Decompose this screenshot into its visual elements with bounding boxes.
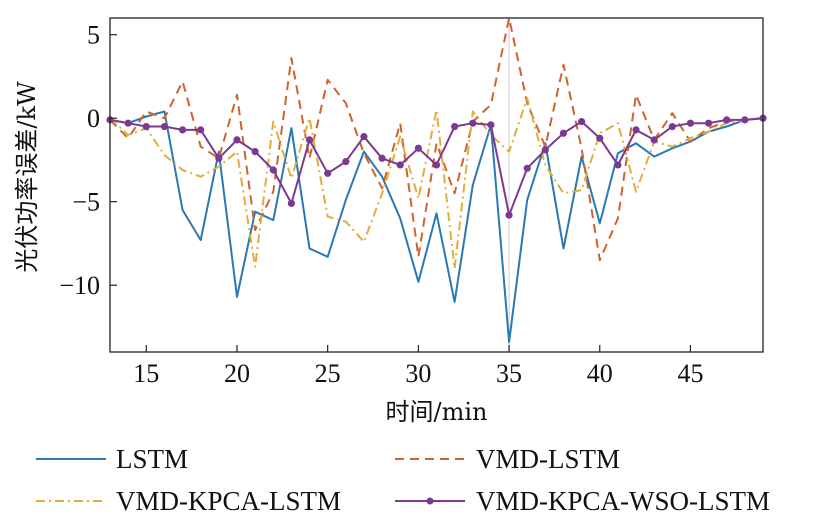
- data-point: [741, 116, 749, 124]
- y-axis: 5 0 −5 −10: [59, 21, 117, 300]
- data-point: [632, 126, 640, 134]
- data-point: [668, 122, 676, 131]
- data-point: [233, 136, 241, 144]
- data-point: [559, 129, 568, 137]
- legend-item-vmd-kpca-lstm: VMD-KPCA-LSTM: [36, 486, 341, 516]
- data-point: [650, 136, 658, 144]
- data-point: [541, 146, 549, 154]
- series-line-lstm: [109, 110, 764, 343]
- x-tick-label: 40: [587, 359, 613, 388]
- data-point: [487, 121, 495, 129]
- x-axis-title: 时间/min: [386, 398, 488, 426]
- data-point: [414, 144, 422, 152]
- legend-marker-vmd-kpca-wso-lstm: [426, 497, 434, 505]
- x-tick-label: 30: [405, 359, 431, 388]
- x-tick-label: 25: [315, 359, 341, 388]
- x-tick-label: 20: [224, 359, 250, 388]
- data-point: [396, 161, 404, 169]
- y-tick-label: −10: [59, 271, 100, 300]
- data-point: [378, 154, 386, 162]
- data-point: [324, 169, 332, 177]
- data-point: [305, 136, 314, 144]
- data-point: [360, 132, 368, 141]
- data-point: [505, 211, 513, 219]
- legend: LSTM VMD-LSTM VMD-KPCA-LSTM VMD-KPCA-WSO…: [36, 444, 770, 516]
- series-line-vmd-lstm: [109, 17, 764, 262]
- legend-item-vmd-lstm: VMD-LSTM: [395, 444, 620, 474]
- y-tick-label: 0: [87, 104, 100, 133]
- data-point: [287, 199, 295, 207]
- data-point: [451, 122, 459, 131]
- data-point: [432, 161, 441, 169]
- legend-item-vmd-kpca-wso-lstm: VMD-KPCA-WSO-LSTM: [395, 486, 770, 516]
- data-point: [124, 119, 132, 127]
- x-tick-label: 45: [677, 359, 703, 388]
- data-point: [469, 119, 477, 127]
- y-axis-title: 光伏功率误差/kW: [13, 81, 41, 273]
- data-point: [578, 117, 586, 126]
- data-point: [342, 158, 350, 166]
- data-point: [160, 122, 169, 131]
- data-point: [215, 154, 223, 162]
- x-axis: 15 20 25 30 35 40 45: [133, 345, 703, 388]
- data-point: [704, 119, 713, 127]
- plot-area: [106, 17, 767, 343]
- data-point: [142, 122, 150, 131]
- x-tick-label: 15: [133, 359, 159, 388]
- data-point: [197, 126, 205, 134]
- data-point: [251, 148, 259, 156]
- data-point: [178, 126, 187, 134]
- legend-label-vmd-kpca-lstm: VMD-KPCA-LSTM: [116, 486, 341, 516]
- y-tick-label: 5: [87, 21, 100, 50]
- y-tick-label: −5: [72, 188, 100, 217]
- data-point: [269, 166, 277, 174]
- plot-frame: [109, 17, 764, 353]
- data-point: [596, 134, 604, 142]
- x-tick-label: 35: [496, 359, 522, 388]
- legend-label-vmd-lstm: VMD-LSTM: [476, 444, 620, 474]
- legend-label-lstm: LSTM: [116, 444, 188, 474]
- data-point: [686, 119, 695, 127]
- legend-item-lstm: LSTM: [36, 444, 188, 474]
- data-point: [523, 164, 531, 172]
- data-point: [614, 161, 622, 169]
- legend-label-vmd-kpca-wso-lstm: VMD-KPCA-WSO-LSTM: [476, 486, 770, 516]
- data-point: [723, 116, 731, 124]
